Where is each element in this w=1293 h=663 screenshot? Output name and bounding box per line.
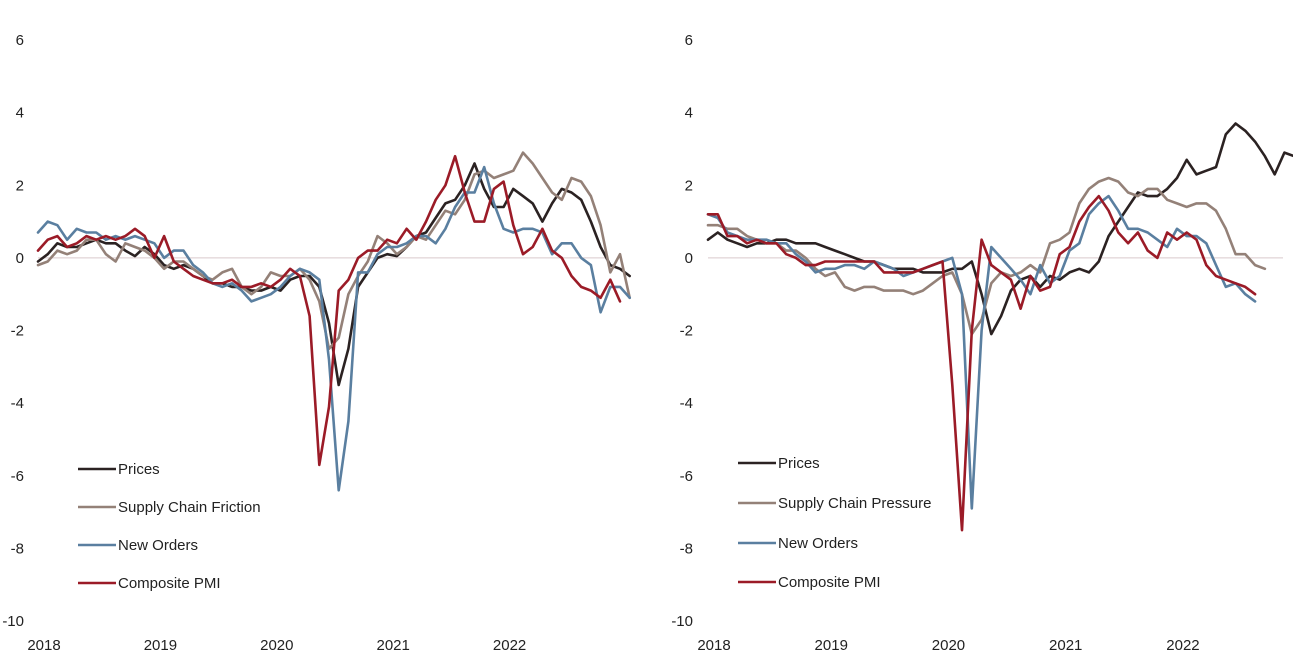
series-line-composite-pmi [36, 154, 622, 467]
x-tick-label: 2020 [932, 637, 965, 654]
legend-label-composite-pmi: Composite PMI [778, 574, 881, 591]
x-tick-label: 2022 [1166, 637, 1199, 654]
y-tick-label: 0 [685, 250, 693, 267]
legend-label-new-orders: New Orders [118, 537, 198, 554]
y-tick-label: 2 [685, 177, 693, 194]
series-line-composite-pmi [706, 194, 1257, 532]
x-tick-label: 2018 [697, 637, 730, 654]
series-line-new-orders [36, 165, 631, 492]
y-tick-label: -10 [2, 613, 24, 630]
y-tick-label: 6 [685, 32, 693, 49]
legend: Prices Supply Chain Pressure New Orders Com… [738, 455, 931, 591]
y-tick-label: 4 [16, 105, 24, 122]
y-tick-label: -6 [11, 468, 24, 485]
legend-label-prices: Prices [778, 455, 820, 472]
y-tick-label: -4 [11, 395, 24, 412]
x-tick-label: 2020 [260, 637, 293, 654]
series-line-supply-chain-pressure [706, 176, 1267, 336]
y-tick-label: 4 [685, 105, 693, 122]
y-tick-label: 2 [16, 177, 24, 194]
x-tick-label: 2019 [815, 637, 848, 654]
y-tick-label: -4 [680, 395, 693, 412]
y-tick-label: 0 [16, 250, 24, 267]
y-tick-label: -10 [671, 613, 693, 630]
x-tick-label: 2019 [144, 637, 177, 654]
y-tick-label: -8 [680, 540, 693, 557]
legend: Prices Supply Chain Friction New Orders Com… [78, 461, 261, 592]
x-tick-label: 2021 [1049, 637, 1082, 654]
legend-label-supply-chain-pressure: Supply Chain Pressure [778, 495, 931, 512]
x-tick-label: 2018 [27, 637, 60, 654]
y-tick-label: -8 [11, 540, 24, 557]
legend-label-supply-chain-friction: Supply Chain Friction [118, 499, 261, 516]
y-tick-label: -6 [680, 468, 693, 485]
x-tick-label: 2022 [493, 637, 526, 654]
series-line-prices [706, 122, 1293, 336]
legend-label-prices: Prices [118, 461, 160, 478]
legend-label-composite-pmi: Composite PMI [118, 575, 221, 592]
y-tick-label: -2 [11, 323, 24, 340]
x-tick-label: 2021 [377, 637, 410, 654]
legend-label-new-orders: New Orders [778, 535, 858, 552]
y-tick-label: -2 [680, 323, 693, 340]
y-tick-label: 6 [16, 32, 24, 49]
